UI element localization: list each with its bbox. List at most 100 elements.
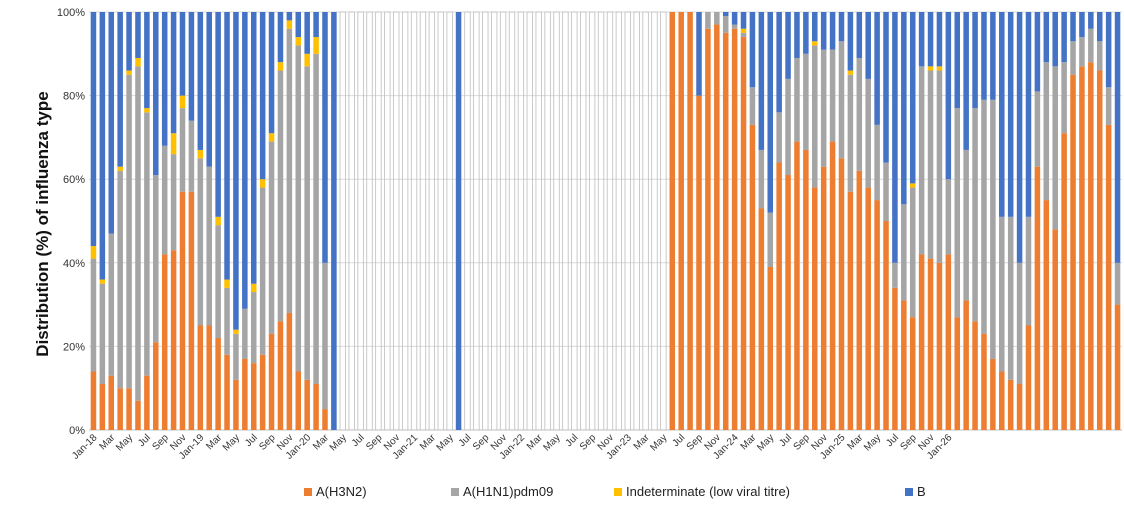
bar-segment-h3n2 <box>197 325 204 430</box>
bar-segment-h3n2 <box>1088 62 1094 430</box>
x-tick-label: Sep <box>792 432 813 453</box>
bar-segment-indeterminate <box>197 149 204 159</box>
bar-segment-h1n1pdm09 <box>901 204 907 301</box>
bar-segment-b <box>812 12 818 42</box>
bar-segment-b <box>892 12 898 263</box>
bar-segment-indeterminate <box>135 57 141 67</box>
bar-segment-h3n2 <box>206 325 212 430</box>
bar-segment-indeterminate <box>90 246 97 259</box>
empty-bar-slot <box>410 11 418 431</box>
bar-segment-h1n1pdm09 <box>767 212 774 267</box>
x-tick-label: Sep <box>150 432 171 453</box>
bar-segment-h3n2 <box>918 254 925 430</box>
bar-segment-b <box>1114 12 1121 263</box>
bar-segment-h1n1pdm09 <box>722 16 729 33</box>
legend-swatch <box>451 487 459 496</box>
bar-segment-h3n2 <box>161 254 168 430</box>
bar-segment-h1n1pdm09 <box>705 12 711 29</box>
bar-segment-b <box>1096 12 1103 42</box>
bar-segment-h1n1pdm09 <box>874 124 880 201</box>
y-axis-label: Distribution (%) of influenza type <box>33 91 52 356</box>
bar-segment-b <box>740 12 747 29</box>
empty-bar-slot <box>615 11 623 431</box>
x-tick-label: Mar <box>632 432 652 452</box>
bar-segment-indeterminate <box>936 66 943 71</box>
bar-segment-h3n2 <box>1070 74 1076 430</box>
bar-segment-h3n2 <box>1007 379 1014 430</box>
bar-segment-h1n1pdm09 <box>1061 62 1067 134</box>
bar-segment-b <box>981 12 987 100</box>
bar-segment-h1n1pdm09 <box>322 262 328 410</box>
bar-segment-indeterminate <box>927 66 934 71</box>
bar-segment-indeterminate <box>99 279 106 284</box>
bar-segment-h3n2 <box>242 358 248 430</box>
x-tick-label: Jul <box>350 432 367 449</box>
bar-segment-b <box>161 12 168 146</box>
bar-segment-h3n2 <box>144 375 150 430</box>
bar-segment-h3n2 <box>313 384 319 430</box>
bar-segment-h1n1pdm09 <box>161 145 168 255</box>
bar-segment-indeterminate <box>126 70 132 75</box>
x-tick-label: Jul <box>670 432 687 449</box>
bar-segment-b <box>215 12 221 217</box>
bar-segment-h1n1pdm09 <box>108 233 115 376</box>
bar-segment-h3n2 <box>1114 304 1121 430</box>
bar-segment-h3n2 <box>1034 166 1041 430</box>
bar-segment-b <box>206 12 212 167</box>
x-tick-label: Mar <box>418 432 438 452</box>
empty-bar-slot <box>401 11 409 431</box>
bar-segment-indeterminate <box>812 41 818 46</box>
bar-segment-h1n1pdm09 <box>1105 87 1112 125</box>
x-tick-label: May <box>221 432 242 453</box>
bar-segment-b <box>767 12 774 213</box>
bar-segment-b <box>1079 12 1085 38</box>
bar-segment-h1n1pdm09 <box>714 12 720 25</box>
bar-segment-h3n2 <box>749 124 756 431</box>
bar-segment-b <box>242 12 248 309</box>
bar-segment-h3n2 <box>1105 124 1112 431</box>
bar-segment-h1n1pdm09 <box>126 74 132 389</box>
x-tick-label: May <box>114 432 135 453</box>
bar-segment-h3n2 <box>740 37 747 430</box>
bar-segment-h1n1pdm09 <box>999 216 1005 372</box>
empty-bar-slot <box>357 11 364 431</box>
bar-segment-h1n1pdm09 <box>731 24 738 29</box>
legend-swatch <box>905 487 913 496</box>
bar-segment-h3n2 <box>776 162 782 431</box>
legend-label: B <box>917 484 926 499</box>
bar-segment-b <box>838 12 845 42</box>
y-tick-label: 20% <box>63 341 85 353</box>
bar-segment-h1n1pdm09 <box>1070 41 1076 75</box>
bar-segment-b <box>233 12 239 330</box>
legend-swatch <box>304 487 312 496</box>
bar-segment-b <box>758 12 765 150</box>
bar-segment-h1n1pdm09 <box>1007 216 1014 380</box>
bar-segment-b <box>785 12 791 79</box>
bar-segment-h3n2 <box>865 187 871 430</box>
bar-segment-h1n1pdm09 <box>117 170 123 389</box>
bar-segment-indeterminate <box>170 133 177 155</box>
bar-segment-h1n1pdm09 <box>740 32 747 38</box>
bar-segment-h1n1pdm09 <box>268 141 275 334</box>
x-tick-label: May <box>648 432 669 453</box>
empty-bar-slot <box>517 11 525 431</box>
bar-segment-h3n2 <box>883 221 889 430</box>
x-tick-label: Sep <box>471 432 492 453</box>
bar-segment-b <box>856 12 863 58</box>
x-tick-label: Sep <box>578 432 599 453</box>
bar-segment-h1n1pdm09 <box>90 258 97 372</box>
bar-segment-b <box>918 12 925 67</box>
legend-label: A(H1N1)pdm09 <box>463 484 554 499</box>
bar-segment-h3n2 <box>179 191 186 430</box>
bar-segment-h1n1pdm09 <box>794 57 800 142</box>
bar-segment-b <box>722 12 729 17</box>
bar-segment-h3n2 <box>731 28 738 430</box>
bar-segment-h1n1pdm09 <box>1025 216 1032 326</box>
bar-segment-h1n1pdm09 <box>250 292 257 364</box>
bar-segment-h3n2 <box>820 166 827 430</box>
bar-segment-h1n1pdm09 <box>812 45 818 188</box>
bar-segment-b <box>322 12 328 263</box>
bar-segment-h1n1pdm09 <box>259 187 266 355</box>
bar-segment-h1n1pdm09 <box>865 78 871 188</box>
